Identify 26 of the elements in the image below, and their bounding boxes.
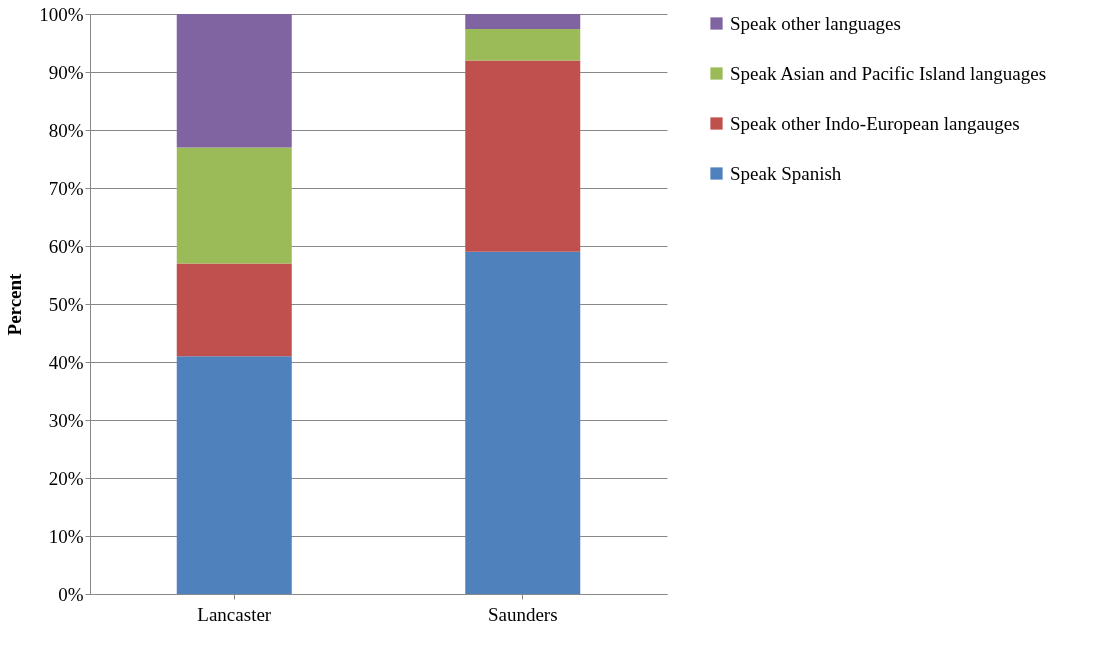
y-tick-label: 20% [48, 467, 84, 489]
bar [176, 356, 292, 594]
legend-label: Speak Spanish [730, 162, 842, 184]
x-tick-label: Saunders [487, 603, 558, 625]
y-tick-label: 50% [48, 293, 84, 315]
y-tick-label: 40% [48, 351, 84, 373]
bar [465, 14, 581, 30]
x-tick-label: Lancaster [197, 603, 272, 625]
y-tick-label: 70% [48, 177, 84, 199]
bar [176, 147, 292, 264]
y-tick-label: 10% [48, 525, 84, 547]
y-tick-label: 90% [48, 61, 84, 83]
y-tick-label: 100% [39, 3, 84, 25]
bar [176, 263, 292, 357]
y-tick-label: 80% [48, 119, 84, 141]
legend-label: Speak other languages [730, 12, 901, 34]
legend-label: Speak Asian and Pacific Island languages [730, 62, 1047, 84]
bar [465, 251, 581, 594]
y-tick-label: 0% [58, 583, 84, 605]
legend-label: Speak other Indo-European langauges [730, 112, 1020, 134]
bar [465, 60, 581, 252]
bar [176, 14, 292, 148]
bar [465, 29, 581, 61]
y-tick-label: 60% [48, 235, 84, 257]
y-axis-title: Percent [4, 272, 26, 336]
y-tick-label: 30% [48, 409, 84, 431]
